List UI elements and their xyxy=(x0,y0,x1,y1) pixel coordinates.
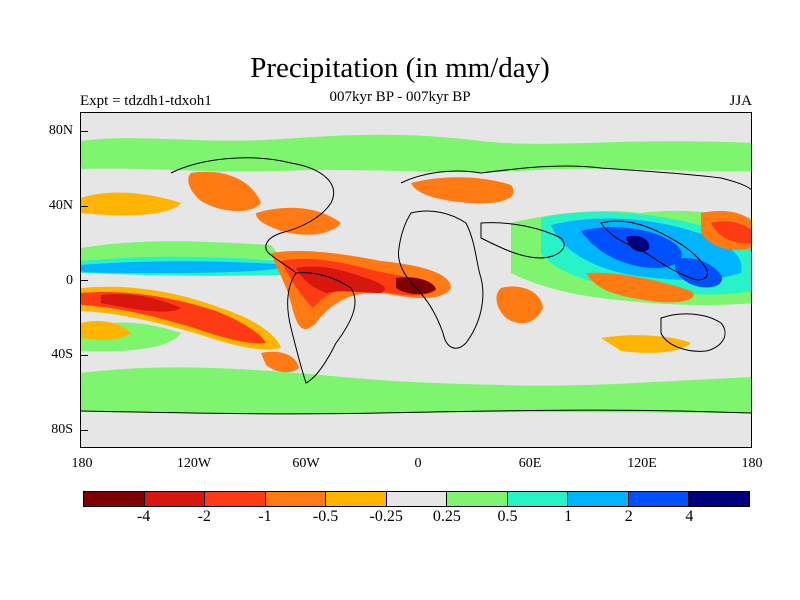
colorbar-label: -2 xyxy=(197,508,211,525)
colorbar-swatch xyxy=(144,492,206,506)
anomaly-region xyxy=(261,351,299,373)
colorbar-label: -1 xyxy=(258,508,272,525)
colorbar-swatch xyxy=(507,492,569,506)
anomaly-region xyxy=(411,177,514,204)
lon-label: 60W xyxy=(292,456,320,471)
colorbar-label: 2 xyxy=(624,508,633,525)
anomaly-region xyxy=(81,134,751,173)
colorbar-swatch xyxy=(326,492,387,506)
anomaly-region xyxy=(81,261,291,273)
anomaly-region xyxy=(496,286,543,324)
colorbar-label: -4 xyxy=(136,508,151,525)
anomaly-region xyxy=(586,272,694,303)
anomaly-region xyxy=(81,367,751,414)
anomaly-region xyxy=(626,235,650,252)
season-label: JJA xyxy=(729,93,752,109)
y-axis-tick xyxy=(80,430,88,431)
lon-label: 60E xyxy=(518,456,542,471)
colorbar-swatch xyxy=(205,492,266,506)
colorbar-label: 1 xyxy=(564,508,573,525)
colorbar-label: 0.25 xyxy=(432,508,461,525)
colorbar-swatch xyxy=(265,492,327,506)
map-panel xyxy=(80,112,752,448)
lat-label: 80S xyxy=(51,422,73,437)
map-title: Precipitation (in mm/day) xyxy=(250,52,550,84)
anomaly-region xyxy=(256,207,341,235)
y-axis-tick xyxy=(80,280,88,281)
experiment-label: Expt = tdzdh1-tdxoh1 xyxy=(80,93,212,109)
anomaly-region xyxy=(81,241,281,263)
lat-label: 80N xyxy=(48,123,73,138)
anomaly-region xyxy=(296,266,386,293)
coastlines xyxy=(81,157,751,415)
colorbar-swatch xyxy=(568,492,629,506)
lon-label: 120E xyxy=(627,456,657,471)
y-axis-tick xyxy=(80,206,88,207)
anomaly-region xyxy=(396,277,436,295)
y-axis-tick xyxy=(80,355,88,356)
lon-label: 180 xyxy=(71,456,93,471)
lat-label: 40N xyxy=(48,198,73,213)
anomaly-region xyxy=(674,257,722,288)
anomaly-region xyxy=(581,227,682,268)
colorbar-label: -0.5 xyxy=(312,508,339,525)
colorbar-swatch xyxy=(447,492,508,506)
anomaly-region xyxy=(601,335,691,353)
colorbar-label: 0.5 xyxy=(497,508,518,525)
lat-label: 40S xyxy=(51,347,73,362)
y-axis-tick xyxy=(80,131,88,132)
precipitation-anomaly-map xyxy=(81,134,751,415)
anomaly-region xyxy=(81,321,131,340)
anomaly-region xyxy=(101,293,181,312)
colorbar-swatch xyxy=(84,492,145,506)
colorbar-label: 4 xyxy=(685,508,694,525)
colorbar-label: -0.25 xyxy=(369,508,403,525)
lon-label: 120W xyxy=(176,456,212,471)
colorbar-swatch xyxy=(628,492,690,506)
anomaly-region xyxy=(188,171,261,212)
colorbar-swatch xyxy=(386,492,448,506)
lon-label: 180 xyxy=(741,456,763,471)
anomaly-region xyxy=(81,192,181,216)
map-subtitle: 007kyr BP - 007kyr BP xyxy=(329,89,471,105)
lon-label: 0 xyxy=(414,456,422,471)
lat-label: 0 xyxy=(66,273,73,288)
anomaly-region xyxy=(711,221,751,244)
colorbar xyxy=(83,491,750,507)
colorbar-swatch xyxy=(689,492,750,506)
